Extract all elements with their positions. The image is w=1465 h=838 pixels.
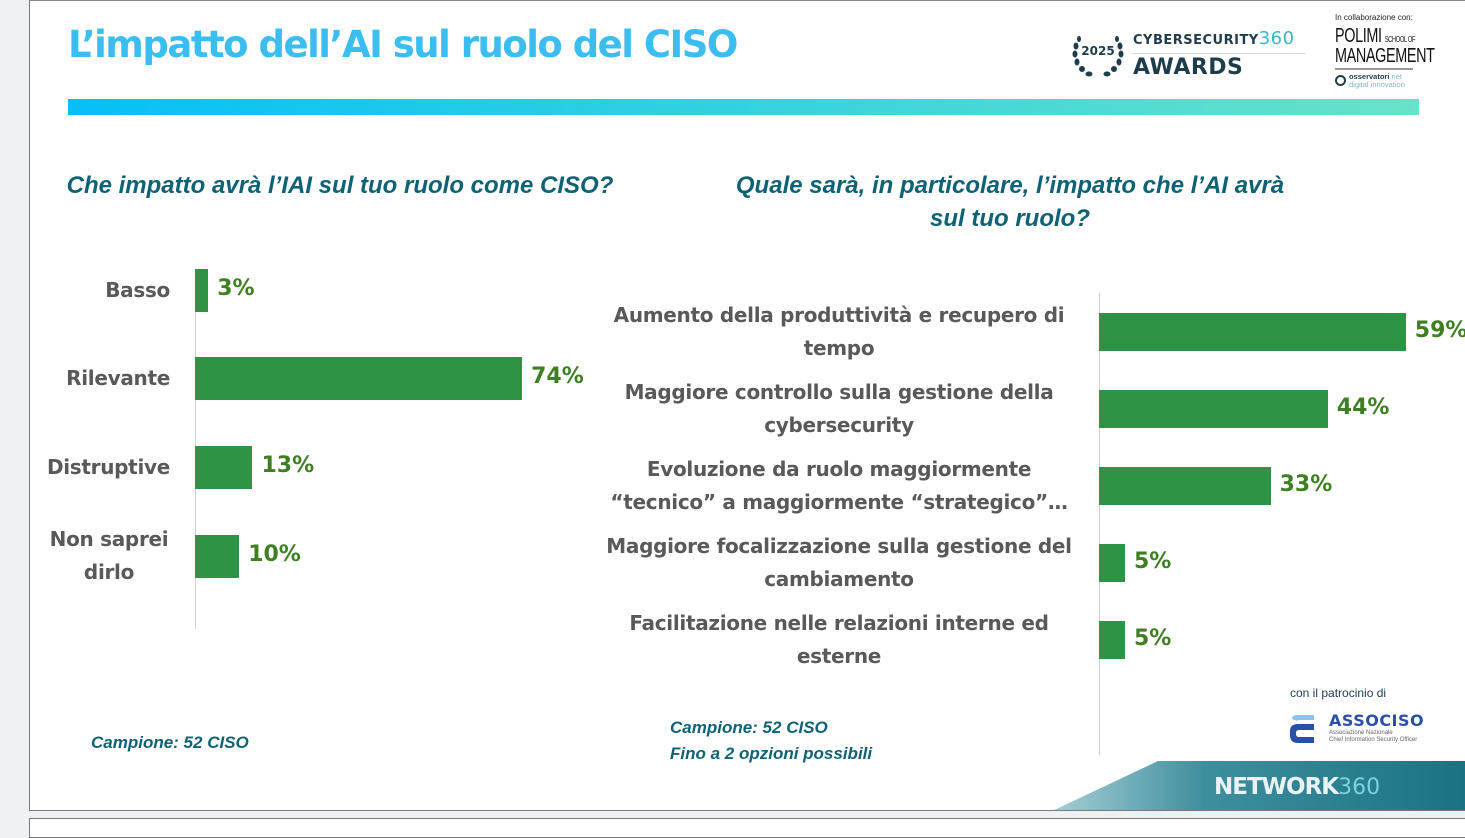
category-label: Maggiore focalizzazione sulla gestione d… (606, 534, 1072, 591)
bar (195, 356, 523, 400)
collaboration-label: In collaborazione con: (1335, 13, 1413, 22)
cybersecurity-awards-logo: 2025 Cybersecurity360 AWARDS (1070, 27, 1310, 82)
bar (195, 268, 209, 312)
slide-title: L’impatto dell’AI sul ruolo del CISO (68, 23, 738, 66)
network360-banner: NETWORK360 (1050, 761, 1465, 810)
bar (1099, 467, 1271, 505)
network360-logo: NETWORK360 (1214, 774, 1380, 800)
network-brand: NETWORK (1214, 774, 1339, 800)
associso-sub-1: Associazione Nazionale (1329, 730, 1393, 736)
left-chart-note: Campione: 52 CISO (91, 733, 249, 752)
laurel-icon (1072, 36, 1124, 77)
polimi-second: MANAGEMENT (1335, 45, 1435, 67)
awards-brand: Cybersecurity360 (1133, 27, 1295, 49)
bar-value-label: 10% (248, 542, 301, 567)
category-label: Basso (105, 277, 170, 302)
bar (1099, 390, 1328, 428)
right-chart-note-1: Campione: 52 CISO (670, 718, 828, 737)
network-suffix: 360 (1338, 775, 1381, 800)
bar (1099, 544, 1125, 582)
bar-value-label: 59% (1414, 318, 1465, 343)
left-chart-title: Che impatto avrà l’IAI sul tuo ruolo com… (66, 172, 614, 199)
osservatori-sub: digital innovation (1349, 79, 1405, 89)
right-chart-title: Quale sarà, in particolare, l’impatto ch… (735, 172, 1285, 232)
slide: L’impatto dell’AI sul ruolo del CISO 202… (29, 0, 1465, 811)
awards-brand-name: Cybersecurity (1133, 27, 1259, 49)
bar-value-label: 74% (531, 364, 584, 389)
associso-sub-2: Chief Information Security Officer (1329, 737, 1418, 743)
category-label: Aumento della produttività e recupero di… (613, 303, 1065, 360)
category-label: Facilitazione nelle relazioni interne ed… (629, 611, 1049, 668)
right-chart-note-2: Fino a 2 opzioni possibili (670, 744, 873, 763)
awards-subtitle: AWARDS (1133, 55, 1244, 80)
polimi-small: SCHOOL OF (1384, 35, 1416, 44)
associso-subtitle: Associazione Nazionale Chief Information… (1329, 730, 1417, 744)
awards-brand-suffix: 360 (1258, 28, 1295, 49)
patrocinio-label: con il patrocinio di (1290, 686, 1387, 700)
bar-value-label: 33% (1279, 472, 1333, 497)
associso-mark-icon (1290, 715, 1314, 743)
awards-year: 2025 (1081, 44, 1115, 58)
collaboration-block: In collaborazione con: POLIMI SCHOOL OF … (1335, 13, 1435, 88)
category-label: Distruptive (46, 454, 170, 479)
awards-divider (1133, 53, 1305, 54)
associso-name: ASSOCISO (1329, 711, 1425, 730)
polimi-main: POLIMI (1335, 25, 1382, 47)
osservatori-tld: .net (1389, 72, 1402, 81)
bar (1099, 313, 1406, 351)
polimi-divider (1335, 68, 1413, 70)
chart-axis-line (1099, 293, 1100, 755)
bar-value-label: 44% (1336, 395, 1390, 420)
bar (1099, 621, 1125, 659)
category-label: Evoluzione da ruolo maggiormente “tecnic… (610, 457, 1068, 514)
network-banner-shape (1054, 761, 1465, 810)
associso-logo: ASSOCISO Associazione Nazionale Chief In… (1288, 711, 1448, 751)
bar (195, 445, 253, 489)
next-slide-edge (29, 818, 1465, 838)
category-label: Maggiore controllo sulla gestione della … (624, 380, 1054, 437)
osservatori-name: osservatori (1349, 72, 1390, 81)
header-gradient-bar (68, 99, 1419, 115)
osservatori-text: osservatori.net digital innovation (1349, 73, 1405, 88)
category-label: Non saprei dirlo (49, 527, 169, 584)
category-label: Rilevante (66, 365, 170, 390)
bar-value-label: 13% (261, 453, 315, 478)
bar-value-label: 5% (1134, 626, 1172, 651)
bar-value-label: 3% (217, 276, 255, 301)
polimi-logo: POLIMI SCHOOL OF MANAGEMENT (1335, 25, 1435, 66)
magnifier-icon (1335, 75, 1346, 86)
bar (195, 534, 240, 578)
osservatori-logo: osservatori.net digital innovation (1335, 73, 1430, 88)
bar-value-label: 5% (1134, 549, 1172, 574)
